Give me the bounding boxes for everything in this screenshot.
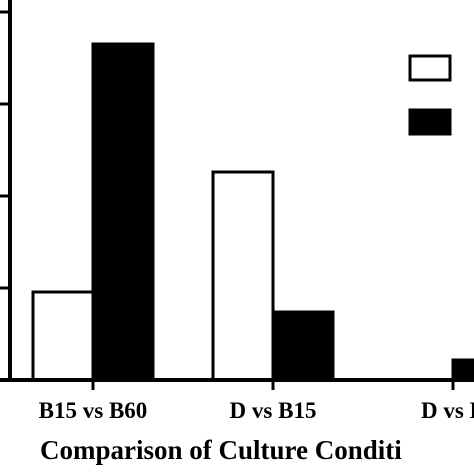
bar-filled-2 — [451, 358, 474, 382]
bar-filled-1 — [271, 310, 335, 382]
x-tick-label-0: B15 vs B60 — [39, 398, 148, 423]
legend-swatch-1 — [408, 108, 452, 136]
bar-open-0 — [31, 290, 95, 382]
x-tick-labels: B15 vs B60 D vs B15 D vs B — [39, 398, 474, 423]
x-tick-label-1: D vs B15 — [230, 398, 317, 423]
bars-group — [31, 42, 474, 382]
bar-filled-0 — [91, 42, 155, 382]
axes-group — [0, 0, 474, 390]
bar-open-1 — [211, 170, 275, 382]
x-tick-label-2: D vs B — [421, 398, 474, 423]
x-axis-title: Comparison of Culture Conditi — [40, 435, 402, 465]
legend-swatch-0 — [408, 54, 452, 82]
legend — [408, 54, 452, 136]
